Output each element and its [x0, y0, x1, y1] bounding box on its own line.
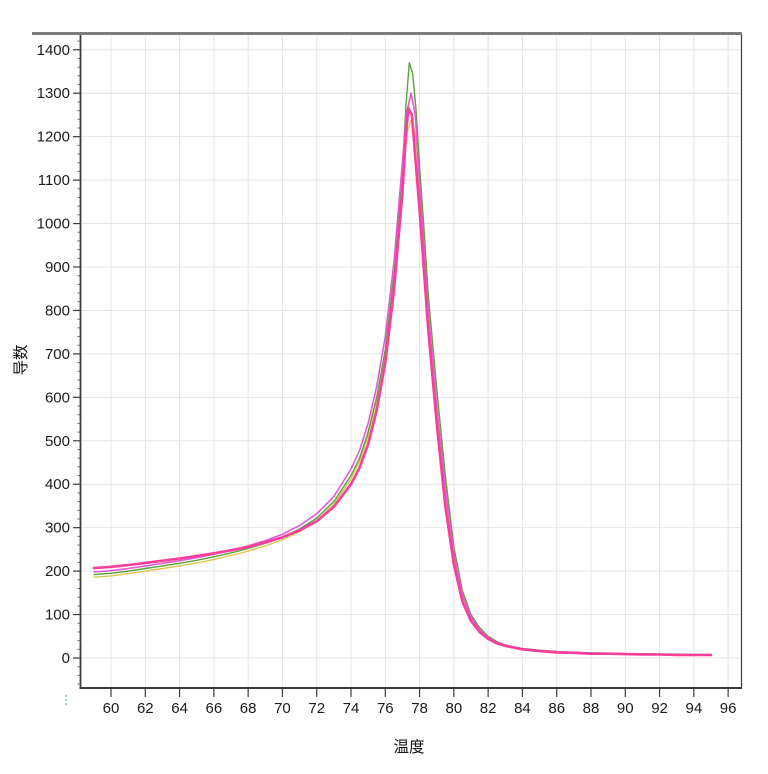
x-tick-label: 78: [411, 700, 428, 717]
y-tick-label: 1200: [37, 129, 70, 146]
pink-curve: [92, 107, 713, 657]
y-tick-label: 0: [62, 650, 70, 667]
x-tick-label: 74: [343, 700, 360, 717]
y-tick-label: 600: [45, 389, 70, 406]
y-tick-label: 200: [45, 563, 70, 580]
axis-tick-labels: 0 100 200 300 400 500 600 700 800 900 1000 1100 1200…: [37, 42, 737, 717]
y-tick-label: 900: [45, 259, 70, 276]
x-tick-label: 90: [617, 700, 634, 717]
x-tick-label: 62: [137, 700, 154, 717]
y-tick-label: 1300: [37, 85, 70, 102]
y-axis-title: 导数: [12, 344, 30, 376]
y-tick-label: 100: [45, 607, 70, 624]
x-tick-label: 70: [274, 700, 291, 717]
y-tick-label: 800: [45, 302, 70, 319]
x-tick-label: 82: [480, 700, 497, 717]
x-axis-title: 温度: [393, 738, 424, 756]
y-tick-label: 300: [45, 520, 70, 537]
x-tick-label: 88: [583, 700, 600, 717]
y-tick-label: 1400: [37, 42, 70, 59]
x-tick-label: 86: [548, 700, 565, 717]
x-tick-label: 64: [171, 700, 188, 717]
x-tick-label: 96: [720, 700, 737, 717]
gridlines: [80, 35, 742, 688]
y-tick-label: 500: [45, 433, 70, 450]
x-tick-label: 80: [446, 700, 463, 717]
x-tick-label: 66: [206, 700, 223, 717]
x-tick-label: 94: [686, 700, 703, 717]
x-tick-label: 68: [240, 700, 257, 717]
plot-borders: [32, 32, 743, 707]
curve-series: [92, 62, 713, 657]
x-tick-label: 60: [103, 700, 120, 717]
x-tick-label: 92: [651, 700, 668, 717]
axis-ticks: [73, 40, 729, 697]
x-tick-label: 72: [308, 700, 325, 717]
y-tick-label: 1000: [37, 216, 70, 233]
x-tick-label: 76: [377, 700, 394, 717]
y-tick-label: 400: [45, 476, 70, 493]
y-tick-label: 1100: [38, 172, 70, 189]
y-tick-label: 700: [45, 346, 70, 363]
green-curve: [93, 62, 712, 656]
x-tick-label: 84: [514, 700, 531, 717]
